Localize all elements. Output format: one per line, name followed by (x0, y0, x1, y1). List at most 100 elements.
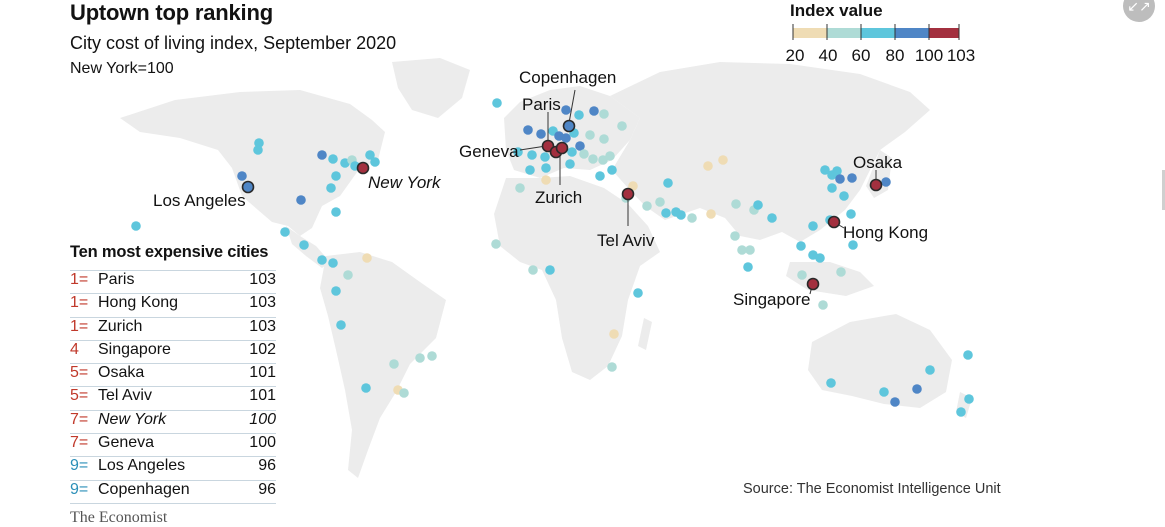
city-marker (536, 129, 546, 139)
city-marker (835, 174, 845, 184)
city-cell: Copenhagen (98, 480, 190, 498)
city-marker (565, 159, 575, 169)
rank-cell: 5= (70, 387, 89, 405)
table-row: 1= Hong Kong 103 (70, 294, 276, 318)
city-marker (527, 150, 537, 160)
legend-color-band (793, 28, 827, 38)
value-cell: 96 (258, 457, 276, 475)
city-marker (839, 191, 849, 201)
legend-color-band (929, 28, 959, 38)
city-marker (131, 221, 141, 231)
city-marker (427, 351, 437, 361)
north-america-landmass (120, 90, 385, 236)
table-row: 7= New York 100 (70, 411, 276, 435)
value-cell: 101 (249, 387, 276, 405)
ranking-table: Ten most expensive cities 1= Paris 103 1= Ho… (70, 243, 276, 504)
label-los-angeles: Los Angeles (153, 191, 246, 210)
legend-tick-label: 100 (914, 46, 944, 65)
city-marker (579, 149, 589, 159)
legend-color-bar (793, 28, 959, 38)
publisher-logo: The Economist (70, 509, 168, 526)
city-marker (523, 125, 533, 135)
city-cell: Zurich (98, 317, 143, 335)
legend-tick-label: 40 (818, 46, 838, 65)
rank-cell: 9= (70, 480, 89, 498)
chart-subtitle: City cost of living index, September 202… (70, 33, 397, 53)
city-marker (881, 177, 891, 187)
city-marker (585, 130, 595, 140)
chart-note: New York=100 (70, 60, 174, 77)
city-marker (370, 157, 380, 167)
city-marker (599, 134, 609, 144)
scrollbar-thumb[interactable] (1162, 170, 1165, 210)
city-marker (617, 121, 627, 131)
city-marker (331, 207, 341, 217)
city-marker (336, 320, 346, 330)
city-cell: Geneva (98, 434, 155, 452)
city-marker (589, 106, 599, 116)
city-marker (879, 387, 889, 397)
city-marker (818, 300, 828, 310)
ranking-rows: 1= Paris 103 1= Hong Kong 103 1= Zurich 103 4 Sing… (70, 270, 276, 504)
city-marker (642, 201, 652, 211)
city-marker (703, 161, 713, 171)
city-marker (361, 383, 371, 393)
city-marker (365, 150, 375, 160)
legend-color-band (861, 28, 895, 38)
city-cell: Paris (98, 271, 135, 288)
city-marker (299, 240, 309, 250)
legend-tick-label: 80 (885, 46, 905, 65)
city-marker (832, 166, 842, 176)
city-marker (541, 163, 551, 173)
leader-line-geneva (519, 145, 547, 151)
city-marker (362, 253, 372, 263)
city-marker (545, 265, 555, 275)
city-marker (912, 384, 922, 394)
rank-cell: 4 (70, 340, 79, 358)
label-hong-kong: Hong Kong (843, 223, 928, 242)
city-marker (731, 199, 741, 209)
table-row: 9= Copenhagen 96 (70, 481, 276, 504)
city-marker (598, 155, 608, 165)
city-cell: Osaka (98, 364, 145, 382)
city-marker (331, 171, 341, 181)
marker-copenhagen (562, 119, 576, 133)
city-marker (326, 183, 336, 193)
city-marker (237, 171, 247, 181)
label-new-york: New York (368, 173, 442, 192)
city-marker (607, 165, 617, 175)
city-marker (963, 350, 973, 360)
city-marker (328, 154, 338, 164)
city-cell: Los Angeles (98, 457, 186, 475)
city-marker (730, 231, 740, 241)
marker-zurich (555, 141, 569, 155)
legend-tick-label: 20 (785, 46, 805, 65)
city-marker (663, 178, 673, 188)
collapse-arrows-icon[interactable]: ↙↗ (1123, 0, 1155, 22)
city-marker (925, 365, 935, 375)
city-marker (515, 183, 525, 193)
city-markers (131, 98, 974, 417)
south-america-landmass (320, 252, 446, 478)
marker-tel-aviv (621, 187, 635, 201)
legend-color-band (827, 28, 861, 38)
label-tel-aviv: Tel Aviv (597, 231, 655, 250)
legend-tick-label: 60 (851, 46, 871, 65)
city-marker (561, 133, 571, 143)
city-marker (415, 353, 425, 363)
chart-title: Uptown top ranking (70, 0, 273, 25)
city-marker (745, 245, 755, 255)
city-marker (797, 270, 807, 280)
city-marker (718, 155, 728, 165)
table-row: 5= Tel Aviv 101 (70, 387, 276, 411)
legend-tick-label: 103 (946, 46, 976, 65)
city-marker (737, 245, 747, 255)
city-marker (815, 253, 825, 263)
city-marker (676, 210, 686, 220)
city-cell: Tel Aviv (98, 387, 152, 405)
label-copenhagen: Copenhagen (519, 68, 616, 87)
table-row: 1= Paris 103 (70, 270, 276, 295)
city-marker (687, 213, 697, 223)
city-cell: Singapore (98, 340, 171, 358)
